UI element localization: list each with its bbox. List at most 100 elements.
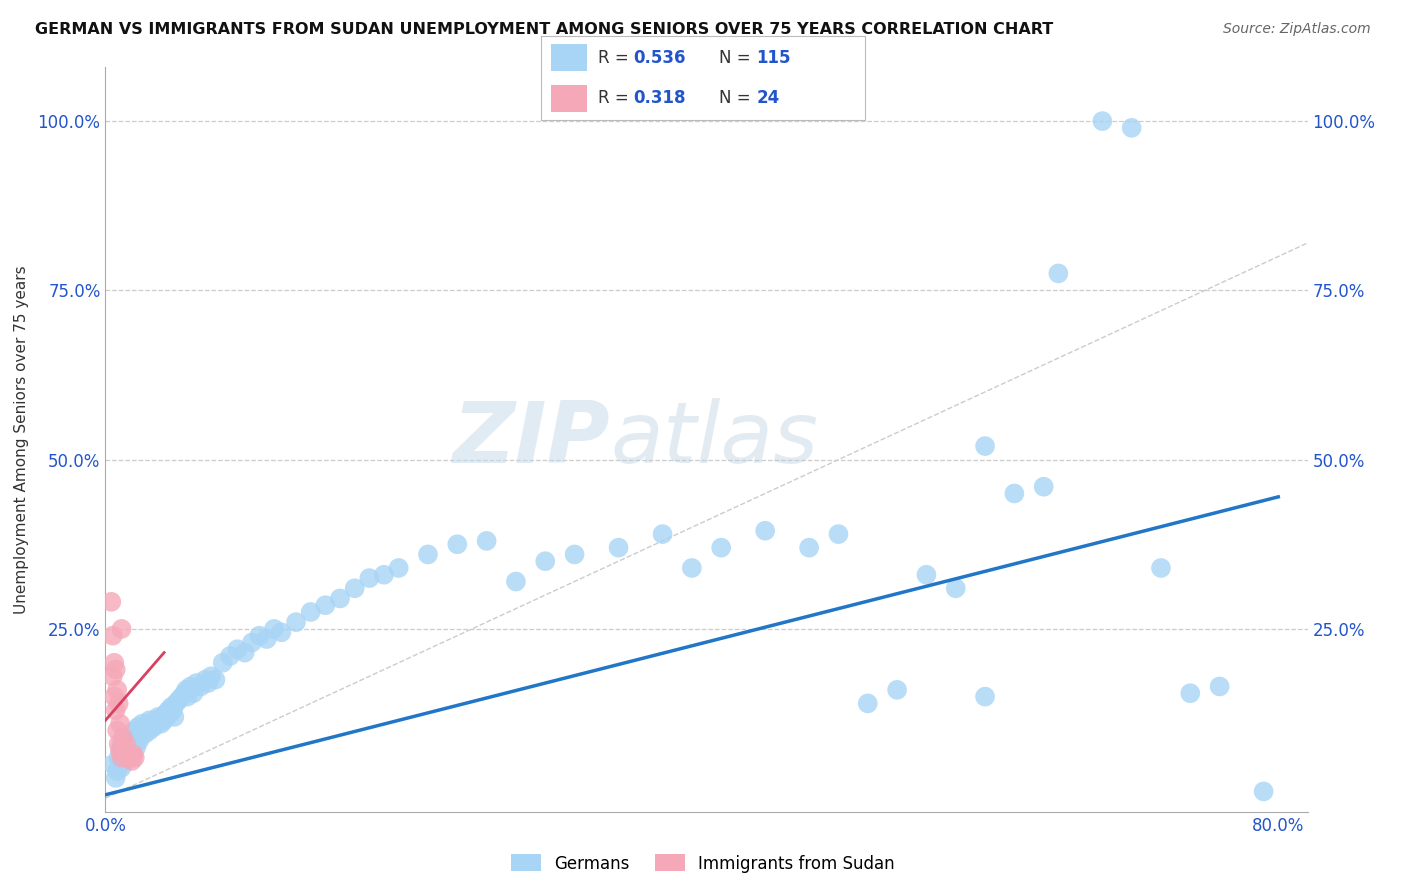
Point [104,771,127,785]
Point [1150,561,1173,575]
Point [108,744,131,758]
Point [263,622,285,636]
Point [1180,686,1202,700]
Point [179,680,201,694]
Point [299,605,322,619]
Point [475,533,498,548]
Point [117,750,139,764]
Point [121,730,143,744]
Point [945,582,967,596]
Point [1208,680,1230,694]
Point [359,571,381,585]
Bar [551,85,586,112]
Point [128,733,150,747]
Point [121,737,143,751]
Text: 24: 24 [756,89,779,107]
Point [270,625,292,640]
Point [118,750,141,764]
Point [183,686,205,700]
Point [1047,267,1070,281]
Point [240,635,263,649]
Point [204,673,226,687]
Point [121,754,143,768]
Point [388,561,411,575]
Text: GERMAN VS IMMIGRANTS FROM SUDAN UNEMPLOYMENT AMONG SENIORS OVER 75 YEARS CORRELA: GERMAN VS IMMIGRANTS FROM SUDAN UNEMPLOY… [35,22,1053,37]
Point [163,710,186,724]
Point [112,744,135,758]
Point [233,646,256,660]
Point [165,697,187,711]
Point [120,740,142,755]
Point [142,720,165,734]
Point [162,703,184,717]
Text: R =: R = [598,89,634,107]
Point [125,727,148,741]
Point [173,686,195,700]
Point [681,561,703,575]
Point [117,747,139,761]
Point [127,720,149,734]
Point [194,673,217,687]
Point [141,716,163,731]
Point [127,730,149,744]
Point [797,541,820,555]
Point [115,733,138,747]
Point [143,714,166,728]
Point [110,761,132,775]
Point [107,750,129,764]
Point [120,733,142,747]
Point [110,622,132,636]
Point [148,710,170,724]
Point [170,690,193,704]
Point [134,727,156,741]
Text: 0.536: 0.536 [634,49,686,67]
Point [534,554,557,568]
Point [103,656,125,670]
Point [108,716,131,731]
Point [100,595,122,609]
Point [974,690,997,704]
Point [754,524,776,538]
Point [107,737,129,751]
Point [138,714,160,728]
Point [108,744,131,758]
Point [124,733,146,747]
Point [152,710,174,724]
Point [108,757,131,772]
Text: N =: N = [720,89,756,107]
Point [115,737,138,751]
Point [446,537,468,551]
Point [131,727,153,741]
Point [710,541,733,555]
Point [915,567,938,582]
Text: ZIP: ZIP [453,398,610,481]
Text: 0.318: 0.318 [634,89,686,107]
Point [176,690,198,704]
Point [103,690,125,704]
Point [136,716,159,731]
Point [156,710,179,724]
Point [505,574,527,589]
Point [120,750,142,764]
Point [101,669,124,683]
Point [124,750,146,764]
Point [651,527,673,541]
Point [1253,784,1275,798]
Point [105,764,128,778]
Point [1121,120,1143,135]
Point [564,548,586,562]
Point [607,541,630,555]
Point [145,716,167,731]
Point [122,747,145,761]
Point [186,676,208,690]
Point [150,716,173,731]
Point [104,703,127,717]
Point [118,744,141,758]
Point [117,730,139,744]
Point [115,754,138,768]
Point [124,723,146,738]
Point [219,648,242,663]
Point [114,740,136,755]
Legend: Germans, Immigrants from Sudan: Germans, Immigrants from Sudan [505,847,901,880]
Text: 115: 115 [756,49,790,67]
